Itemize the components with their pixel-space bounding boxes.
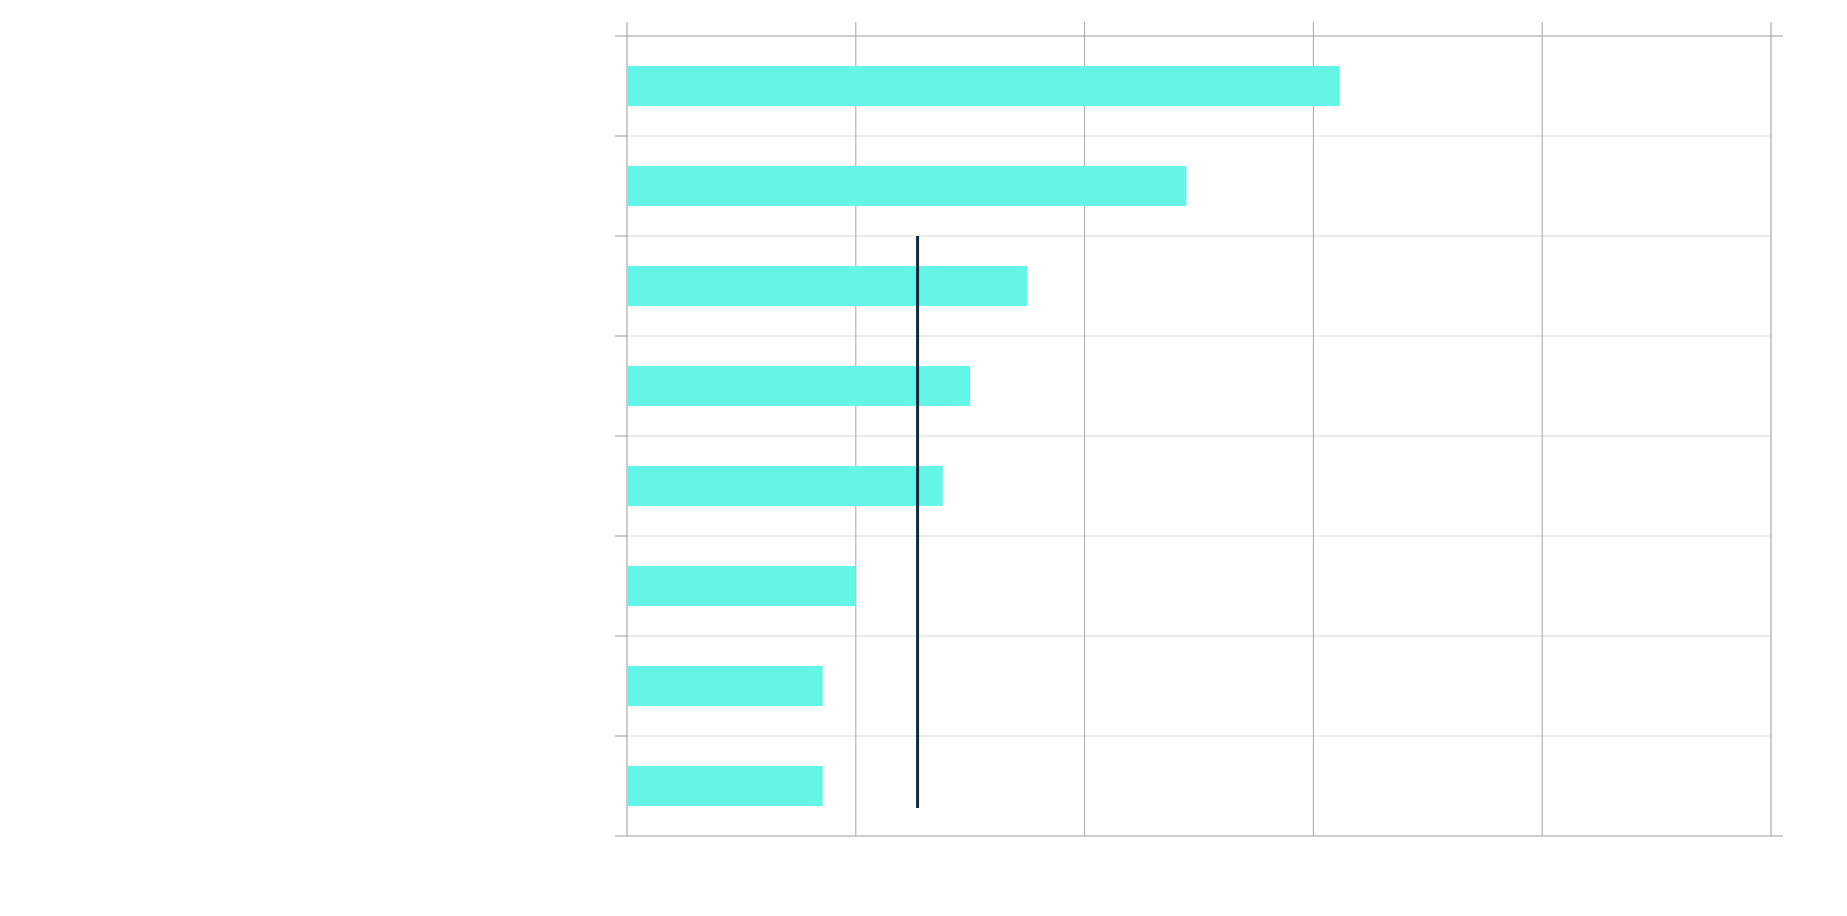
bar	[627, 666, 823, 706]
bar	[627, 66, 1340, 106]
bar	[627, 466, 943, 506]
bar	[627, 766, 823, 806]
bar	[627, 366, 971, 406]
bar	[627, 266, 1028, 306]
bar	[627, 566, 856, 606]
bar	[627, 166, 1187, 206]
